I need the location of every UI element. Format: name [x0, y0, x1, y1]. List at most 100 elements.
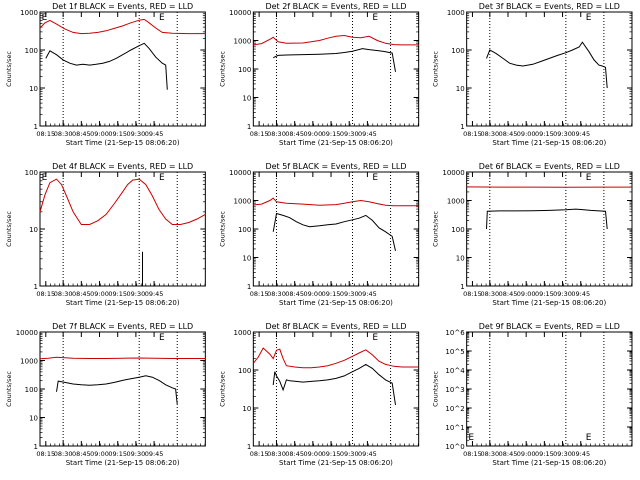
y-tick-label: 1000 — [20, 358, 38, 366]
y-tick-label: 100 — [238, 226, 251, 234]
x-tick-label: 08:45 — [72, 290, 91, 298]
x-axis-label: Start Time (21-Sep-15 08:06:20) — [66, 459, 180, 467]
series-line-events — [56, 375, 178, 404]
y-tick-label: 10 — [242, 95, 251, 103]
plot-frame — [39, 331, 206, 447]
x-axis-label: Start Time (21-Sep-15 08:06:20) — [66, 139, 180, 147]
series-line-events — [272, 363, 396, 406]
plot-frame — [252, 331, 420, 447]
x-tick-label: 09:30 — [553, 130, 572, 138]
x-axis-label: Start Time (21-Sep-15 08:06:20) — [279, 299, 393, 307]
x-tick-label: 09:15 — [108, 450, 127, 458]
x-tick-label: 09:45 — [358, 450, 377, 458]
y-axis-label: Counts/sec — [432, 211, 440, 247]
x-tick-label: 08:30 — [480, 130, 499, 138]
chart-panel-7: Det 7f BLACK = Events, RED = LLD 1 10 100 10… — [5, 322, 206, 467]
x-tick-label: 08:15 — [463, 130, 482, 138]
x-tick-label: 09:45 — [358, 130, 377, 138]
series-line-events — [272, 48, 396, 72]
x-tick-label: 09:00 — [303, 450, 322, 458]
series-line-events — [486, 208, 608, 230]
y-axis-label: Counts/sec — [5, 211, 13, 247]
chart-panel-6: Det 6f BLACK = Events, RED = LLD 1 10 100 10… — [432, 162, 633, 307]
series-line-events — [486, 41, 608, 89]
event-marker: E — [159, 333, 165, 343]
x-axis-label: Start Time (21-Sep-15 08:06:20) — [279, 459, 393, 467]
x-tick-label: 08:45 — [72, 130, 91, 138]
x-tick-label: 08:30 — [267, 450, 286, 458]
x-tick-label: 09:15 — [108, 290, 127, 298]
chart-panel-5: Det 5f BLACK = Events, RED = LLD 1 10 100 10… — [218, 162, 420, 307]
x-axis-label: Start Time (21-Sep-15 08:06:20) — [279, 139, 393, 147]
x-tick-label: 09:45 — [358, 290, 377, 298]
y-tick-label: 100 — [25, 169, 38, 177]
y-tick-label: 1000 — [20, 9, 38, 17]
x-tick-label: 09:45 — [145, 290, 164, 298]
plot-frame — [39, 171, 206, 287]
x-tick-label: 09:15 — [108, 130, 127, 138]
event-marker: E — [586, 433, 592, 443]
series-line-events — [45, 42, 168, 90]
x-tick-label: 08:15 — [463, 450, 482, 458]
event-marker: E — [372, 333, 378, 343]
x-tick-label: 08:15 — [36, 450, 55, 458]
y-axis-label: Counts/sec — [218, 371, 226, 407]
x-tick-label: 08:45 — [499, 290, 518, 298]
x-tick-label: 08:30 — [480, 450, 499, 458]
y-tick-label: 1 — [247, 123, 251, 131]
x-tick-label: 08:30 — [267, 130, 286, 138]
chart-title: Det 2f BLACK = Events, RED = LLD — [265, 2, 406, 11]
chart-title: Det 3f BLACK = Events, RED = LLD — [479, 2, 620, 11]
x-tick-label: 09:15 — [535, 450, 554, 458]
chart-panel-9: Det 9f BLACK = Events, RED = LLD 10^0 10^1… — [432, 322, 633, 467]
x-tick-label: 08:30 — [480, 290, 499, 298]
x-tick-label: 09:30 — [553, 290, 572, 298]
x-tick-label: 09:00 — [90, 450, 109, 458]
y-axis-label: Counts/sec — [432, 371, 440, 407]
chart-panel-3: Det 3f BLACK = Events, RED = LLD 1 10 100 10… — [432, 2, 633, 147]
event-marker: E — [42, 173, 48, 183]
plot-frame — [466, 331, 633, 447]
x-tick-label: 09:00 — [303, 290, 322, 298]
event-marker: E — [586, 13, 592, 23]
y-tick-label: 10000 — [442, 169, 464, 177]
x-tick-label: 09:45 — [571, 450, 590, 458]
series-line-events — [272, 212, 396, 252]
x-tick-label: 08:45 — [285, 290, 304, 298]
x-tick-label: 09:15 — [535, 290, 554, 298]
x-tick-label: 08:30 — [54, 130, 73, 138]
x-axis-label: Start Time (21-Sep-15 08:06:20) — [492, 299, 606, 307]
y-tick-label: 10 — [29, 415, 38, 423]
plot-frame — [252, 171, 420, 287]
chart-panel-8: Det 8f BLACK = Events, RED = LLD 1 10 100 10… — [218, 322, 420, 467]
series-line-lld — [39, 356, 206, 360]
x-tick-label: 09:15 — [322, 450, 341, 458]
x-tick-label: 08:30 — [54, 450, 73, 458]
x-tick-label: 08:15 — [250, 130, 269, 138]
x-axis-label: Start Time (21-Sep-15 08:06:20) — [66, 299, 180, 307]
y-tick-label: 10 — [29, 85, 38, 93]
y-tick-label: 1 — [34, 443, 38, 451]
x-tick-label: 09:45 — [145, 130, 164, 138]
x-tick-label: 09:15 — [322, 290, 341, 298]
y-axis-label: Counts/sec — [5, 371, 13, 407]
x-tick-label: 09:00 — [90, 130, 109, 138]
y-tick-label: 1 — [247, 443, 251, 451]
series-line-lld — [253, 34, 419, 46]
x-tick-label: 08:15 — [250, 450, 269, 458]
chart-title: Det 8f BLACK = Events, RED = LLD — [265, 322, 406, 331]
y-tick-label: 100 — [451, 47, 464, 55]
x-tick-label: 09:00 — [303, 130, 322, 138]
event-marker: E — [586, 173, 592, 183]
event-marker: E — [468, 433, 474, 443]
y-tick-label: 10000 — [229, 9, 251, 17]
chart-title: Det 7f BLACK = Events, RED = LLD — [52, 322, 193, 331]
plot-frame — [39, 11, 206, 127]
x-tick-label: 09:45 — [145, 450, 164, 458]
chart-title: Det 6f BLACK = Events, RED = LLD — [479, 162, 620, 171]
x-tick-label: 08:30 — [54, 290, 73, 298]
y-tick-label: 10000 — [16, 329, 38, 337]
x-tick-label: 09:00 — [517, 290, 536, 298]
y-axis-label: Counts/sec — [432, 51, 440, 87]
